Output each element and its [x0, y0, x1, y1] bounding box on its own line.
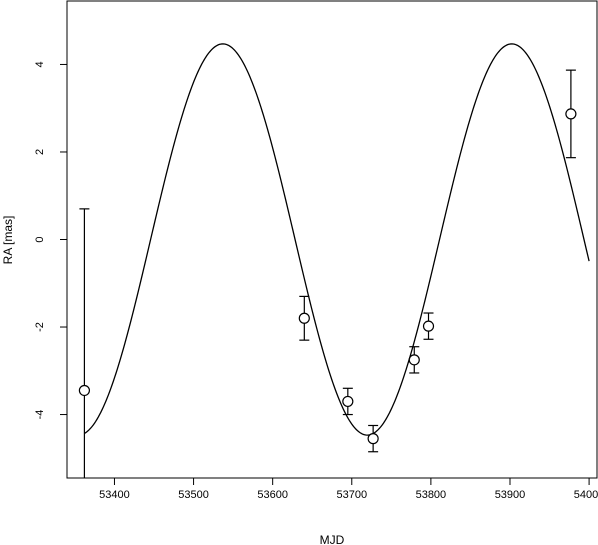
x-tick-label: 53700: [336, 489, 367, 501]
data-point: [422, 312, 435, 340]
data-point: [78, 208, 91, 478]
model-curve: [84, 43, 590, 436]
point-marker: [78, 384, 91, 397]
x-tick-label: 53800: [416, 489, 447, 501]
data-point: [342, 387, 354, 416]
y-axis: -4 -2 0 2 4: [34, 61, 67, 419]
x-axis-label: MJD: [320, 533, 345, 545]
x-tick-label: 53900: [495, 489, 526, 501]
y-axis-label: RA [mas]: [1, 216, 15, 265]
x-tick-label: 53500: [178, 489, 209, 501]
data-point: [298, 295, 310, 341]
point-marker: [408, 354, 420, 366]
y-tick-label: 2: [34, 149, 46, 155]
x-axis: 53400 53500 53600 53700 53800 53900 54000: [99, 478, 598, 501]
x-tick-label: 53600: [257, 489, 288, 501]
x-tick-label: 54000: [574, 489, 598, 501]
point-marker: [342, 395, 354, 408]
data-point: [367, 424, 379, 453]
x-tick-label: 53400: [99, 489, 130, 501]
point-marker: [565, 108, 577, 120]
y-tick-label: -2: [34, 322, 46, 332]
point-marker: [367, 433, 379, 445]
data-point: [408, 346, 420, 374]
y-tick-label: 4: [34, 61, 46, 67]
point-marker: [298, 312, 310, 324]
y-tick-label: 0: [34, 236, 46, 242]
plot-frame: [66, 0, 598, 479]
data-point: [565, 69, 577, 159]
data-points: [78, 69, 577, 478]
point-marker: [422, 320, 435, 332]
y-tick-label: -4: [34, 410, 46, 420]
